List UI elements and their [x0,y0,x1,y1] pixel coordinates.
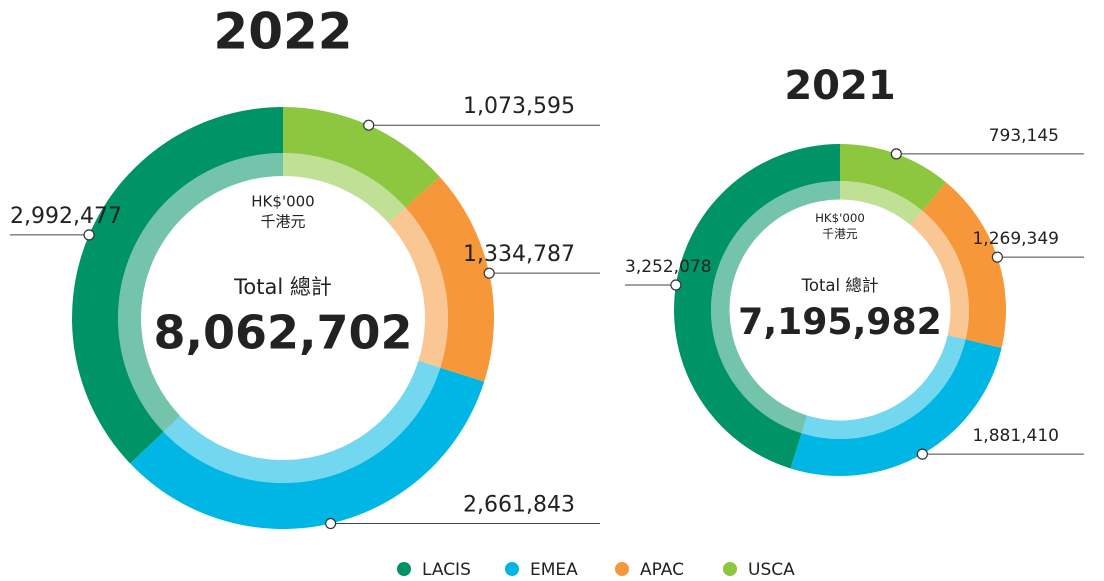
donut-segment [405,176,494,382]
value-label: 1,269,349 [972,229,1059,249]
donut-segment [130,367,485,529]
inner-ring [163,360,441,484]
inner-ring [910,210,969,340]
donut-segment [72,107,283,464]
inner-ring [283,153,406,223]
value-label: 2,661,843 [463,493,575,518]
donut-segment [790,339,1002,476]
legend-label: APAC [640,560,684,580]
donut-segment [922,182,1006,348]
chart-title: 2021 [784,63,895,109]
value-label: 2,992,477 [10,204,122,229]
unit-label: HK$'000 [815,211,865,225]
legend-swatch [723,562,737,576]
leader-dot [890,148,902,160]
leader-dot [916,448,928,460]
total-caption: Total 總計 [801,276,879,295]
leader-dot [83,229,95,241]
total-value: 8,062,702 [154,306,413,360]
legend-label: USCA [748,560,795,580]
value-label: 793,145 [989,126,1059,146]
value-label: 1,881,410 [972,426,1059,446]
leader-dot [991,251,1003,263]
unit-label-zh: 千港元 [822,227,858,241]
leader-dot [325,517,337,530]
leader-dot [670,279,682,291]
inner-ring [117,153,283,432]
chart-title: 2022 [213,3,352,61]
unit-label-zh: 千港元 [260,213,305,231]
total-caption: Total 總計 [233,275,332,299]
unit-label: HK$'000 [251,193,314,211]
total-value: 7,195,982 [738,300,942,343]
legend-label: LACIS [422,560,471,580]
donut-segment [283,107,440,208]
leader-dot [363,119,375,131]
inner-ring [711,181,840,434]
value-label: 3,252,078 [625,257,712,277]
legend-swatch [615,562,629,576]
legend-swatch [397,562,411,576]
leader-dot [483,267,495,279]
inner-ring [840,181,923,225]
value-label: 1,334,787 [463,242,575,267]
donut-segment [674,144,840,469]
donut-segment [840,144,946,211]
inner-ring [388,207,448,368]
inner-ring [801,335,966,439]
value-label: 1,073,595 [463,94,575,119]
legend-swatch [505,562,519,576]
legend-label: EMEA [530,560,578,580]
